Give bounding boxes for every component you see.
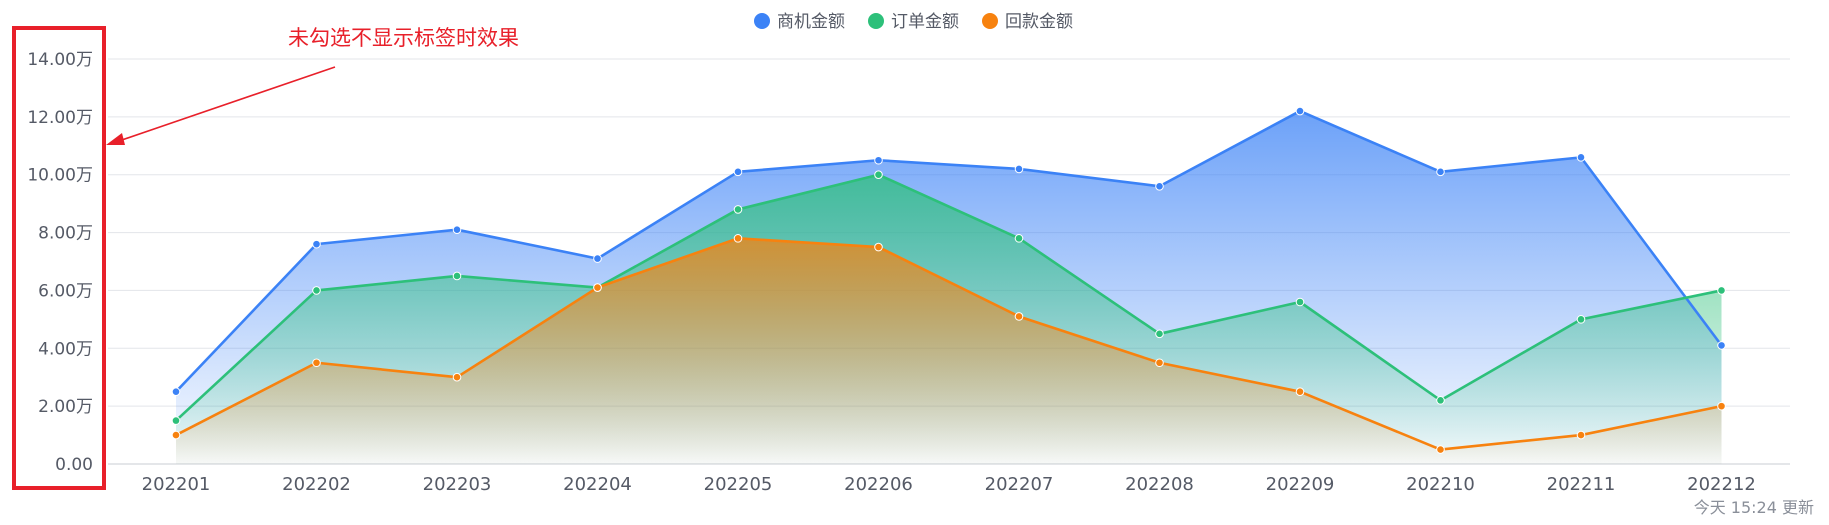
data-point[interactable] xyxy=(312,239,321,249)
data-point[interactable] xyxy=(1717,401,1726,411)
annotation-arrow-line xyxy=(115,66,336,143)
y-tick-label: 0.00 xyxy=(55,455,93,475)
data-point[interactable] xyxy=(1155,181,1164,191)
y-tick-label: 12.00万 xyxy=(27,108,93,128)
x-tick-label: 202201 xyxy=(142,474,211,495)
data-point[interactable] xyxy=(733,234,743,243)
data-point[interactable] xyxy=(874,242,883,252)
y-tick-label: 10.00万 xyxy=(27,166,93,186)
data-point[interactable] xyxy=(1155,329,1164,339)
data-point[interactable] xyxy=(312,358,321,368)
x-tick-label: 202203 xyxy=(423,474,492,495)
data-point[interactable] xyxy=(1295,297,1305,307)
x-tick-label: 202205 xyxy=(704,474,773,495)
y-tick-label: 4.00万 xyxy=(38,339,93,359)
legend-item[interactable]: 商机金额 xyxy=(754,12,845,32)
data-point[interactable] xyxy=(1014,312,1024,321)
legend[interactable]: 商机金额 订单金额 回款金额 xyxy=(754,12,1073,32)
annotation-arrow-head xyxy=(106,133,125,145)
data-point[interactable] xyxy=(1436,445,1445,454)
data-point[interactable] xyxy=(1576,430,1586,440)
data-point[interactable] xyxy=(171,387,181,396)
annotation-highlight-box xyxy=(12,26,106,490)
data-point[interactable] xyxy=(1295,106,1305,116)
data-point[interactable] xyxy=(312,286,321,295)
x-axis: 202201 202202 202203 202204 202205 202206 2022… xyxy=(142,474,1756,495)
legend-item[interactable]: 订单金额 xyxy=(868,12,959,32)
data-point[interactable] xyxy=(593,254,602,263)
legend-label: 订单金额 xyxy=(891,12,959,32)
data-point[interactable] xyxy=(1436,167,1445,177)
y-tick-label: 8.00万 xyxy=(38,224,93,244)
series-areas xyxy=(176,111,1722,465)
x-tick-label: 202202 xyxy=(282,474,351,495)
x-tick-label: 202207 xyxy=(985,474,1054,495)
legend-swatch xyxy=(754,13,770,29)
data-point[interactable] xyxy=(733,167,743,177)
data-point[interactable] xyxy=(1717,341,1726,350)
data-point[interactable] xyxy=(171,430,181,440)
series-lines xyxy=(175,109,1723,451)
x-tick-label: 202210 xyxy=(1406,474,1475,495)
data-point[interactable] xyxy=(874,155,883,165)
data-point[interactable] xyxy=(1014,164,1024,174)
data-point[interactable] xyxy=(874,170,883,180)
data-point[interactable] xyxy=(452,225,462,234)
legend-swatch xyxy=(868,13,884,29)
data-point[interactable] xyxy=(1576,315,1586,324)
data-point[interactable] xyxy=(171,416,181,425)
update-timestamp: 今天 15:24 更新 xyxy=(1694,498,1814,517)
series-line xyxy=(175,109,1723,393)
x-tick-label: 202212 xyxy=(1687,474,1756,495)
x-tick-label: 202211 xyxy=(1547,474,1616,495)
data-point[interactable] xyxy=(1155,358,1164,368)
series-line xyxy=(175,173,1722,422)
x-tick-label: 202206 xyxy=(844,474,913,495)
data-point[interactable] xyxy=(1576,153,1586,162)
x-tick-label: 202208 xyxy=(1125,474,1194,495)
legend-label: 回款金额 xyxy=(1005,12,1073,32)
data-point[interactable] xyxy=(1014,234,1024,243)
data-point[interactable] xyxy=(1295,387,1305,396)
legend-item[interactable]: 回款金额 xyxy=(982,12,1073,32)
y-tick-label: 2.00万 xyxy=(38,397,93,417)
legend-label: 商机金额 xyxy=(777,12,845,32)
annotation-text: 未勾选不显示标签时效果 xyxy=(288,26,519,50)
series-points xyxy=(171,106,1726,454)
y-tick-label: 14.00万 xyxy=(27,50,93,70)
series-area xyxy=(176,238,1722,464)
y-tick-label: 6.00万 xyxy=(38,281,93,301)
data-point[interactable] xyxy=(593,283,602,292)
data-point[interactable] xyxy=(452,271,462,281)
data-point[interactable] xyxy=(452,372,462,382)
legend-swatch xyxy=(982,13,998,29)
y-axis: 0.00 2.00万 4.00万 6.00万 8.00万 10.00万 12.00万 14.0… xyxy=(27,50,93,475)
series-line xyxy=(175,237,1722,451)
data-point[interactable] xyxy=(733,205,743,214)
x-tick-label: 202209 xyxy=(1266,474,1335,495)
data-point[interactable] xyxy=(1717,286,1726,295)
x-tick-label: 202204 xyxy=(563,474,632,495)
data-point[interactable] xyxy=(1436,396,1445,405)
